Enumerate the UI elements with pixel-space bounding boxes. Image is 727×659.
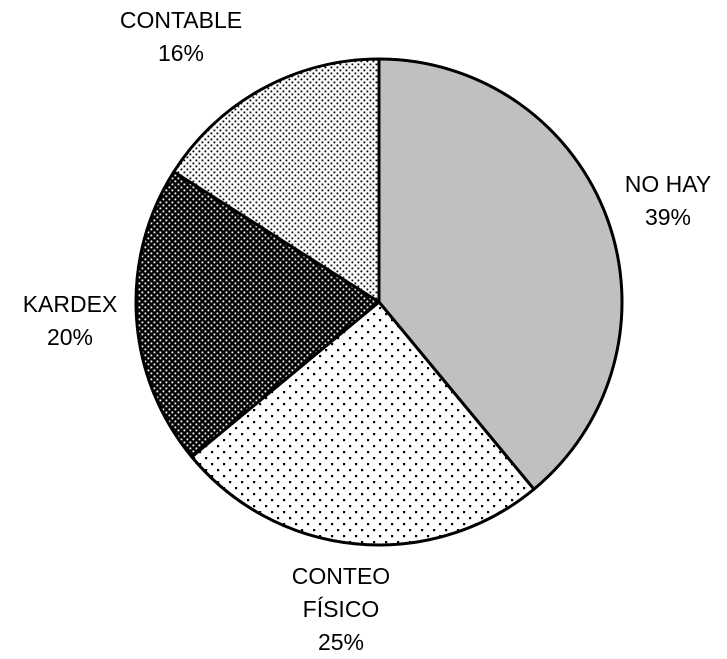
slice-percent-conteo-fisico: 25% — [318, 629, 364, 655]
slice-name-conteo-fisico: CONTEO — [292, 563, 390, 589]
slice-label-no-hay: NO HAY 39% — [625, 171, 711, 230]
pie-slice-kardex — [134, 170, 381, 459]
slice-percent-kardex: 20% — [47, 324, 93, 350]
slice-name-kardex: KARDEX — [23, 291, 118, 317]
slice-name-conteo-fisico: FÍSICO — [303, 596, 380, 622]
slice-percent-no-hay: 39% — [645, 204, 691, 230]
pie-slice-conteo-fisico — [190, 300, 536, 547]
slice-label-kardex: KARDEX 20% — [23, 291, 118, 350]
slice-label-conteo-fisico: CONTEO FÍSICO 25% — [292, 563, 390, 655]
slice-label-contable: CONTABLE 16% — [120, 7, 242, 66]
slice-percent-contable: 16% — [158, 40, 204, 66]
slice-name-contable: CONTABLE — [120, 7, 242, 33]
pie-slice-contable — [172, 57, 381, 304]
slice-name-no-hay: NO HAY — [625, 171, 711, 197]
pie-slice-no-hay — [377, 57, 624, 491]
